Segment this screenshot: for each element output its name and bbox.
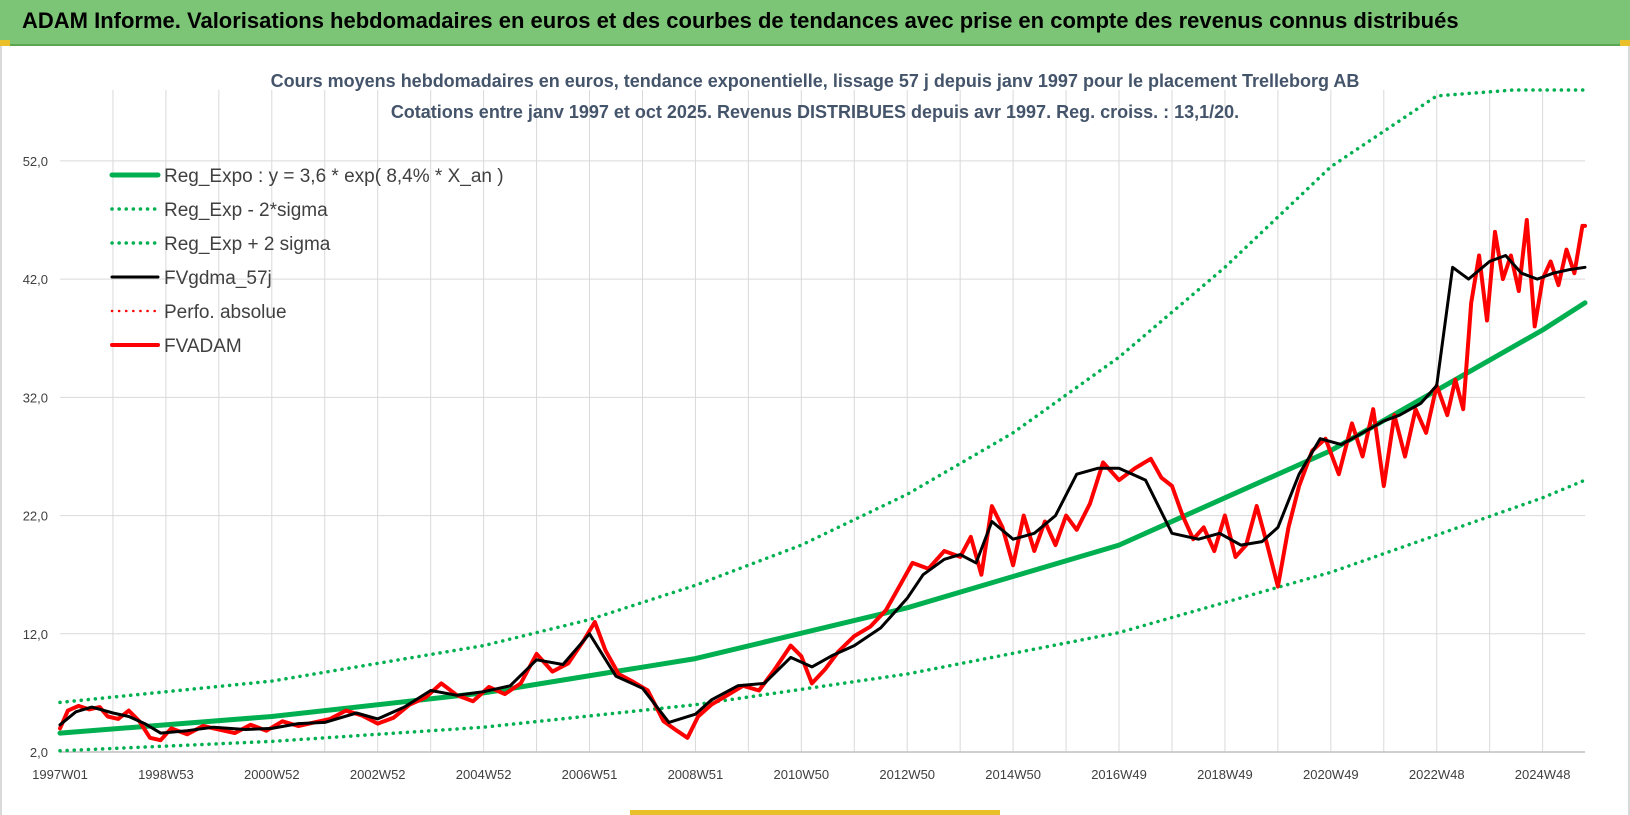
banner-title: ADAM Informe. Valorisations hebdomadaire… xyxy=(22,8,1459,33)
x-tick-label: 2000W52 xyxy=(244,767,300,782)
x-tick-label: 2008W51 xyxy=(668,767,724,782)
y-tick-label: 22,0 xyxy=(23,509,48,524)
y-tick-label: 52,0 xyxy=(23,154,48,169)
bottom-strip xyxy=(630,810,1000,815)
legend-label: FVgdma_57j xyxy=(164,268,272,289)
x-tick-label: 2022W48 xyxy=(1409,767,1465,782)
x-tick-label: 1998W53 xyxy=(138,767,194,782)
series-line-fvadam xyxy=(58,218,1587,743)
x-tick-label: 2018W49 xyxy=(1197,767,1253,782)
x-tick-label: 2012W50 xyxy=(879,767,935,782)
x-tick-label: 2006W51 xyxy=(562,767,618,782)
x-tick-label: 2020W49 xyxy=(1303,767,1359,782)
x-tick-label: 1997W01 xyxy=(32,767,88,782)
series-line-reg-exp-2-sigma xyxy=(58,478,1587,753)
header-banner: ADAM Informe. Valorisations hebdomadaire… xyxy=(0,0,1630,46)
x-tick-label: 2010W50 xyxy=(773,767,829,782)
corner-marker-left xyxy=(0,40,10,46)
legend-label: Perfo. absolue xyxy=(164,302,287,323)
y-tick-label: 2,0 xyxy=(30,745,48,760)
x-tick-label: 2024W48 xyxy=(1515,767,1571,782)
series-line-fvgdma-57j xyxy=(58,254,1587,735)
x-tick-label: 2016W49 xyxy=(1091,767,1147,782)
x-tick-label: 2002W52 xyxy=(350,767,406,782)
y-tick-label: 12,0 xyxy=(23,627,48,642)
chart-subtitle: Cotations entre janv 1997 et oct 2025. R… xyxy=(391,102,1239,122)
y-tick-label: 42,0 xyxy=(23,272,48,287)
x-tick-label: 2004W52 xyxy=(456,767,512,782)
chart-title: Cours moyens hebdomadaires en euros, ten… xyxy=(271,71,1360,91)
series-line-reg-exp-2-sigma xyxy=(58,88,1587,705)
y-tick-label: 32,0 xyxy=(23,390,48,405)
series-line-reg-expo-y-3-6-exp-8-4-x-an xyxy=(57,300,1588,736)
legend-label: Reg_Exp + 2 sigma xyxy=(164,234,331,255)
x-tick-label: 2014W50 xyxy=(985,767,1041,782)
legend-label: FVADAM xyxy=(164,336,242,357)
corner-marker-right xyxy=(1620,40,1630,46)
legend-label: Reg_Expo : y = 3,6 * exp( 8,4% * X_an ) xyxy=(164,166,504,187)
legend-label: Reg_Exp - 2*sigma xyxy=(164,200,328,221)
